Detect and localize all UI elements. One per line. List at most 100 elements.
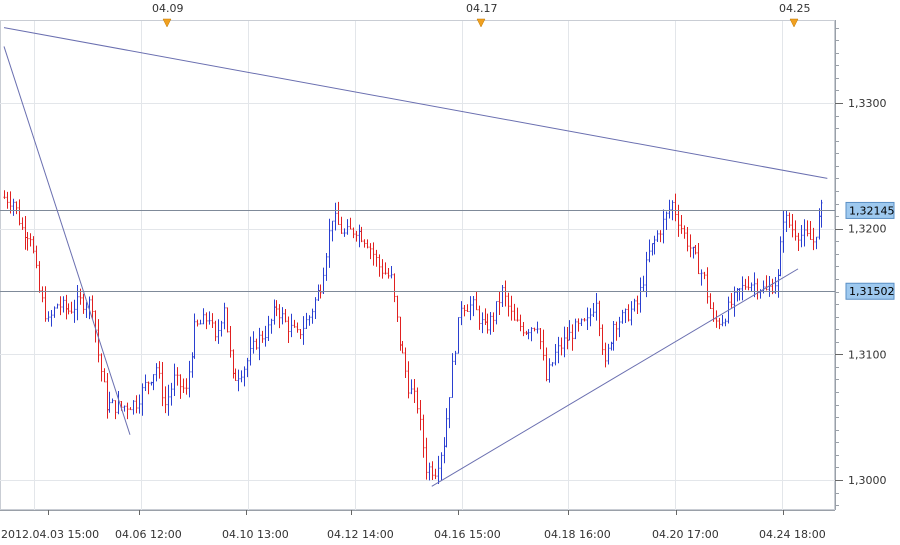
ohlc-bar: [211, 313, 214, 329]
ohlc-bar: [741, 276, 744, 301]
ohlc-bar: [583, 318, 586, 322]
ohlc-bar: [674, 193, 677, 222]
ohlc-bar: [736, 287, 739, 302]
ohlc-bar: [111, 398, 114, 404]
ohlc-bar: [525, 330, 528, 335]
ohlc-bars: [3, 190, 823, 484]
price-tick-label: 1,3300: [848, 97, 887, 110]
ohlc-bar: [223, 302, 226, 330]
period-marker-icon[interactable]: [162, 18, 172, 28]
ohlc-bar: [381, 259, 384, 279]
ohlc-bar: [363, 239, 366, 248]
ohlc-bar: [32, 236, 35, 254]
price-tag: 1,32145: [845, 201, 895, 219]
period-marker-label: 04.09: [152, 2, 184, 15]
ohlc-bar: [636, 295, 639, 314]
ohlc-bar: [220, 320, 223, 337]
ohlc-bar: [340, 216, 343, 234]
ohlc-bar: [492, 312, 495, 333]
trendline-steep-down[interactable]: [3, 46, 131, 435]
svg-text:1,32145: 1,32145: [849, 204, 895, 217]
ohlc-bar: [173, 363, 176, 396]
ohlc-bar: [287, 316, 290, 344]
ohlc-bar: [85, 302, 88, 318]
ohlc-bar: [182, 378, 185, 393]
ohlc-bar: [665, 211, 668, 231]
ohlc-bar: [126, 402, 129, 420]
ohlc-bar: [237, 369, 240, 392]
ohlc-bar: [38, 261, 41, 293]
ohlc-bar: [527, 329, 530, 340]
trendline-resistance[interactable]: [3, 27, 828, 179]
chart-grid: [0, 20, 835, 510]
ohlc-bar: [604, 342, 607, 368]
ohlc-bar: [369, 243, 372, 260]
ohlc-bar: [539, 328, 542, 350]
ohlc-bar: [656, 230, 659, 242]
ohlc-bar: [258, 327, 261, 361]
ohlc-bar: [782, 210, 785, 253]
ohlc-bar: [275, 300, 278, 317]
ohlc-bar: [246, 357, 249, 378]
ohlc-bar: [3, 190, 6, 199]
ohlc-bar: [76, 285, 79, 321]
ohlc-bar: [53, 306, 56, 318]
ohlc-bar: [267, 315, 270, 341]
ohlc-bar: [809, 221, 812, 241]
ohlc-bar: [689, 234, 692, 258]
ohlc-bar: [15, 201, 18, 215]
ohlc-bar: [308, 315, 311, 326]
ohlc-bar: [185, 378, 188, 395]
ohlc-bar: [818, 208, 821, 240]
ohlc-bar: [768, 275, 771, 297]
ohlc-bar: [416, 387, 419, 414]
time-tick-label: 04.10 13:00: [222, 528, 289, 541]
ohlc-bar: [47, 311, 50, 322]
ohlc-bar: [293, 319, 296, 328]
ohlc-bar: [334, 202, 337, 231]
ohlc-bar: [422, 414, 425, 458]
ohlc-bar: [642, 275, 645, 291]
ohlc-bar: [355, 230, 358, 242]
ohlc-bar: [6, 191, 9, 209]
ohlc-bar: [281, 307, 284, 325]
ohlc-bar: [375, 249, 378, 267]
ohlc-bar: [445, 408, 448, 448]
ohlc-bar: [721, 315, 724, 327]
ohlc-bar: [563, 326, 566, 358]
ohlc-bar: [393, 273, 396, 303]
ohlc-bar: [753, 272, 756, 298]
ohlc-bar: [208, 311, 211, 325]
ohlc-bar: [65, 294, 68, 320]
time-tick-label: 04.18 16:00: [544, 528, 611, 541]
ohlc-bar: [82, 293, 85, 314]
ohlc-bar: [191, 352, 194, 378]
ohlc-bar: [62, 296, 65, 313]
ohlc-bar: [199, 319, 202, 325]
ohlc-bar: [533, 327, 536, 332]
ohlc-bar: [800, 224, 803, 248]
ohlc-bar: [668, 199, 671, 219]
ohlc-bar: [18, 199, 21, 226]
ohlc-bar: [229, 326, 232, 358]
ohlc-bar: [815, 236, 818, 250]
ohlc-bar: [284, 308, 287, 323]
ohlc-bar: [434, 468, 437, 480]
ohlc-bar: [694, 245, 697, 255]
ohlc-bar: [132, 400, 135, 415]
ohlc-bar: [542, 329, 545, 361]
ohlc-bar: [706, 267, 709, 304]
period-marker-icon[interactable]: [476, 18, 486, 28]
svg-text:1,31502: 1,31502: [849, 285, 895, 298]
ohlc-bar: [234, 368, 237, 381]
ohlc-bar: [522, 321, 525, 337]
ohlc-bar: [358, 224, 361, 248]
trendline-support[interactable]: [431, 268, 799, 487]
ohlc-bar: [325, 253, 328, 281]
time-tick-label: 04.24 18:00: [759, 528, 826, 541]
ohlc-bar: [232, 349, 235, 379]
ohlc-bar: [114, 400, 117, 420]
ohlc-bar: [179, 374, 182, 399]
period-marker-icon[interactable]: [789, 18, 799, 28]
